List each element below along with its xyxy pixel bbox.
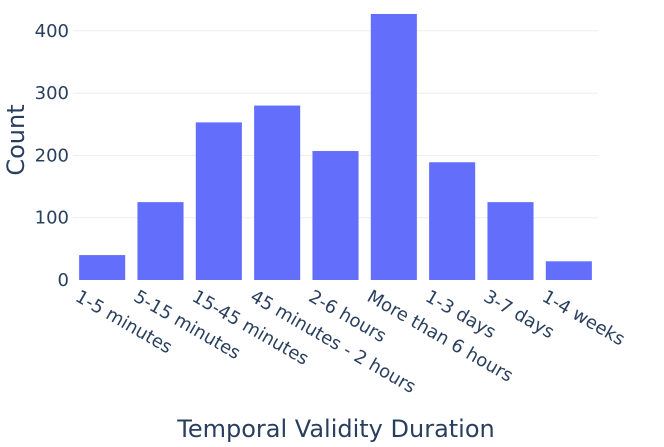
bar bbox=[429, 162, 476, 280]
bar bbox=[370, 13, 417, 280]
y-tick-label: 0 bbox=[58, 270, 69, 291]
y-tick-label: 200 bbox=[35, 145, 69, 166]
bar bbox=[545, 261, 592, 280]
bar bbox=[487, 202, 534, 280]
y-tick-labels: 0 100 200 300 400 bbox=[35, 21, 69, 291]
y-tick-label: 100 bbox=[35, 208, 69, 229]
x-axis-title: Temporal Validity Duration bbox=[176, 415, 495, 443]
bar bbox=[254, 105, 301, 280]
bars bbox=[79, 13, 592, 280]
x-tick-label: 1-4 weeks bbox=[538, 286, 628, 350]
y-tick-label: 400 bbox=[35, 21, 69, 42]
y-axis-title: Count bbox=[2, 104, 30, 175]
bar bbox=[79, 255, 126, 280]
bar bbox=[312, 151, 359, 280]
y-tick-label: 300 bbox=[35, 83, 69, 104]
bar bbox=[137, 202, 184, 280]
bar bbox=[195, 122, 242, 280]
